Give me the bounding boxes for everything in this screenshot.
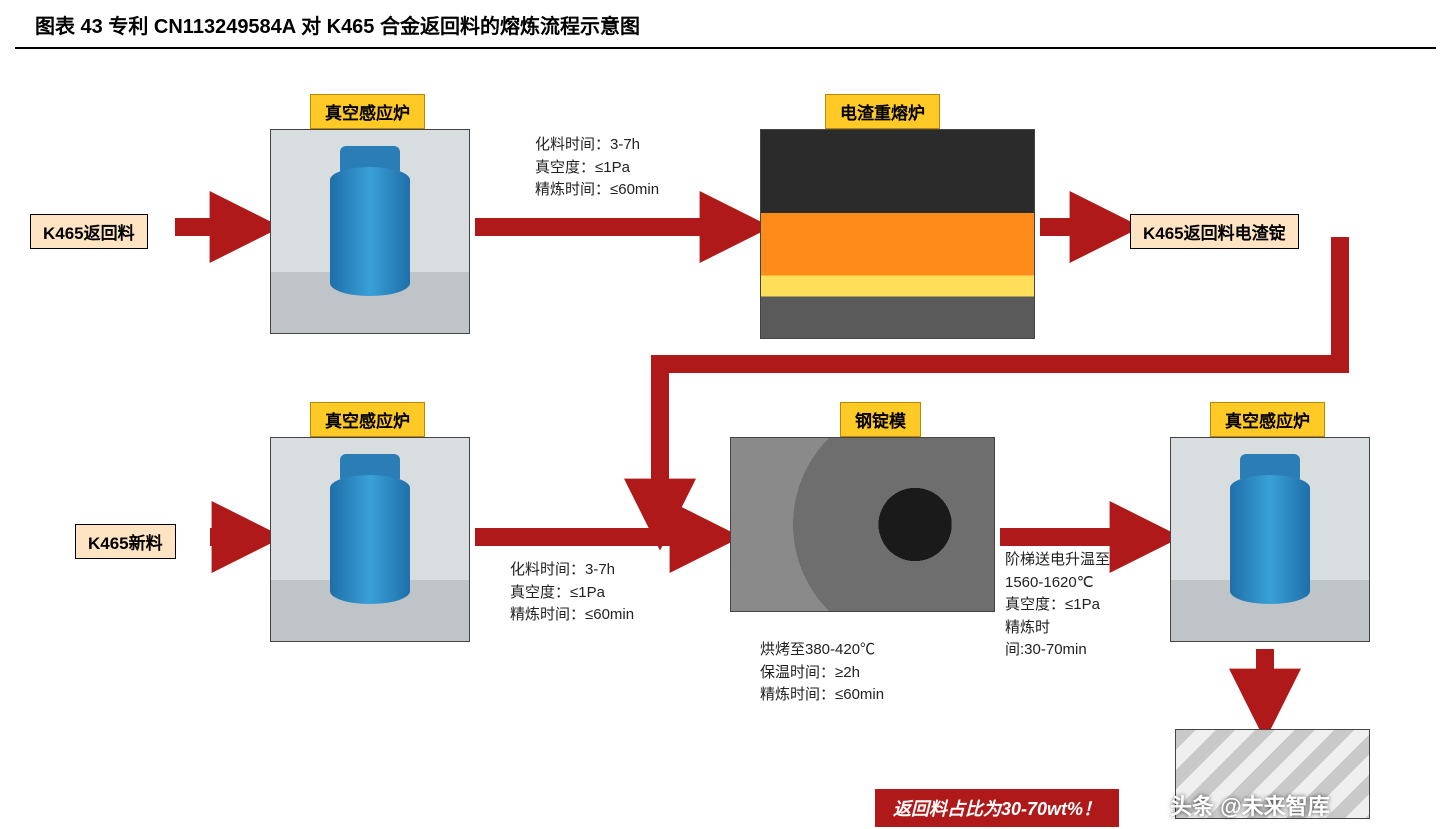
vif2-image bbox=[270, 437, 470, 642]
mold-params: 烘烤至380-420℃ 保温时间：≥2h 精炼时间：≤60min bbox=[760, 639, 884, 707]
vif3-params: 阶梯送电升温至 1560-1620℃ 真空度：≤1Pa 精炼时 间:30-70m… bbox=[1005, 549, 1110, 662]
input-return-material: K465返回料 bbox=[30, 214, 148, 249]
vif3-image bbox=[1170, 437, 1370, 642]
figure-title: 图表 43 专利 CN113249584A 对 K465 合金返回料的熔炼流程示… bbox=[15, 0, 1436, 49]
flowchart-canvas: K465返回料 真空感应炉 化料时间：3-7h 真空度：≤1Pa 精炼时间：≤6… bbox=[0, 49, 1451, 829]
mold-label: 钢锭模 bbox=[840, 402, 921, 437]
vif2-label: 真空感应炉 bbox=[310, 402, 425, 437]
slag-furnace-label: 电渣重熔炉 bbox=[825, 94, 940, 129]
mold-image bbox=[730, 437, 995, 612]
vif1-image bbox=[270, 129, 470, 334]
slag-furnace-image bbox=[760, 129, 1035, 339]
input-new-material: K465新料 bbox=[75, 524, 176, 559]
vif1-label: 真空感应炉 bbox=[310, 94, 425, 129]
vif1-params: 化料时间：3-7h 真空度：≤1Pa 精炼时间：≤60min bbox=[535, 134, 659, 202]
vif2-params: 化料时间：3-7h 真空度：≤1Pa 精炼时间：≤60min bbox=[510, 559, 634, 627]
watermark-text: 头条 @未来智库 bbox=[1170, 789, 1330, 821]
conclusion-banner: 返回料占比为30-70wt%！ bbox=[875, 789, 1119, 827]
output-slag-ingot: K465返回料电渣锭 bbox=[1130, 214, 1299, 249]
vif3-label: 真空感应炉 bbox=[1210, 402, 1325, 437]
